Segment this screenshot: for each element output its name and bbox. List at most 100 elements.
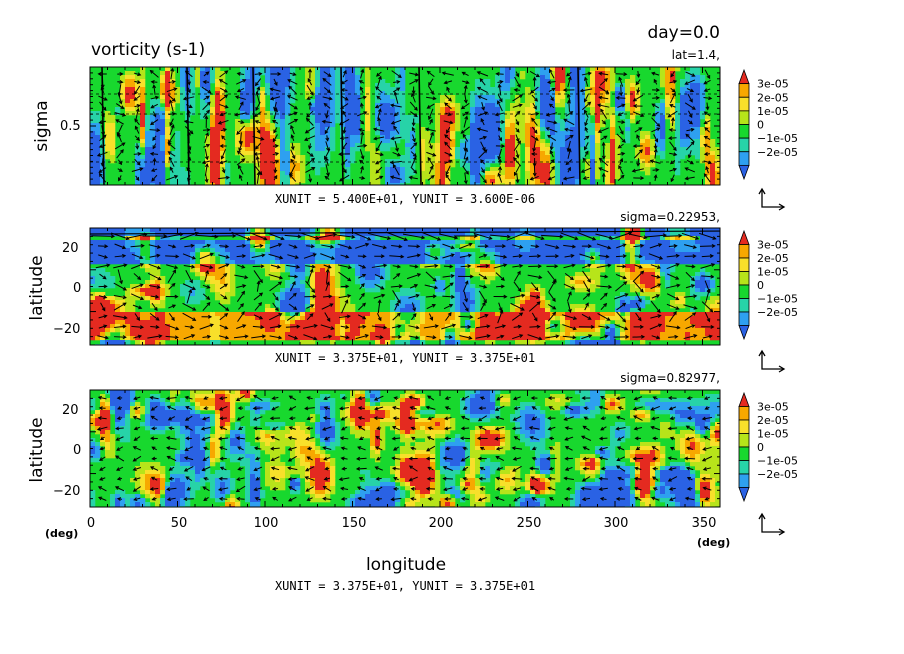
field-cell <box>660 67 666 72</box>
field-cell <box>445 115 451 120</box>
field-cell <box>665 264 671 269</box>
wind-vector-head <box>411 92 415 97</box>
wind-vector-head <box>636 134 640 139</box>
field-cell <box>380 139 386 144</box>
field-cell <box>240 228 246 233</box>
field-cell <box>310 276 316 281</box>
field-cell <box>575 99 581 104</box>
field-cell <box>310 256 316 261</box>
wind-vector <box>703 79 711 85</box>
field-cell <box>625 139 631 144</box>
field-cell <box>595 119 601 124</box>
field-cell <box>710 179 716 184</box>
wind-vector-head <box>168 156 173 161</box>
field-cell <box>435 135 441 140</box>
field-cell <box>95 244 101 249</box>
wind-vector <box>549 150 554 158</box>
field-cell <box>300 163 306 168</box>
field-cell <box>165 155 171 160</box>
field-cell <box>370 228 376 233</box>
field-cell <box>515 252 521 257</box>
wind-vector-head <box>321 119 326 124</box>
wind-vector-head <box>154 95 160 100</box>
wind-vector-head <box>427 156 432 161</box>
field-cell <box>410 256 416 261</box>
wind-vector-head <box>187 81 191 86</box>
field-cell <box>200 87 206 92</box>
field-cell <box>345 111 351 116</box>
wind-vector <box>633 94 644 102</box>
field-cell <box>605 143 611 148</box>
field-cell <box>380 123 386 128</box>
field-cell <box>705 276 711 281</box>
field-cell <box>105 115 111 120</box>
wind-vector-head <box>344 96 349 101</box>
field-cell <box>245 91 251 96</box>
wind-vector-head <box>703 143 708 148</box>
field-cell <box>90 167 96 172</box>
field-cell <box>410 115 416 120</box>
field-cell <box>355 276 361 281</box>
wind-vector-head <box>121 112 127 117</box>
field-cell <box>640 131 646 136</box>
field-cell <box>445 167 451 172</box>
wind-vector-head <box>582 157 587 162</box>
field-cell <box>565 107 571 112</box>
field-cell <box>355 75 361 80</box>
field-cell <box>560 71 566 76</box>
field-cell <box>410 171 416 176</box>
wind-vector <box>684 102 696 110</box>
field-cell <box>355 147 361 152</box>
field-cell <box>635 268 641 273</box>
field-cell <box>320 107 326 112</box>
field-cell <box>580 79 586 84</box>
field-cell <box>375 107 381 112</box>
field-cell <box>685 139 691 144</box>
field-cell <box>95 139 101 144</box>
field-cell <box>205 67 211 72</box>
field-cell <box>605 111 611 116</box>
field-cell <box>505 232 511 237</box>
field-cell <box>465 159 471 164</box>
field-cell <box>465 163 471 168</box>
field-cell <box>455 260 461 265</box>
field-cell <box>240 252 246 257</box>
field-cell <box>435 119 441 124</box>
field-cell <box>590 91 596 96</box>
field-cell <box>525 91 531 96</box>
field-cell <box>510 119 516 124</box>
field-cell <box>535 183 541 185</box>
field-cell <box>655 272 661 277</box>
field-cell <box>265 256 271 261</box>
wind-vector-head <box>136 161 141 166</box>
wind-vector-head <box>443 80 448 85</box>
field-cell <box>465 252 471 257</box>
wind-vector <box>428 108 434 120</box>
wind-vector-head <box>242 79 247 83</box>
field-cell <box>160 79 166 84</box>
field-cell <box>250 139 256 144</box>
field-cell <box>610 175 616 180</box>
wind-vector-head <box>530 152 536 156</box>
field-cell <box>260 228 266 233</box>
field-cell <box>255 252 261 257</box>
field-cell <box>285 135 291 140</box>
field-cell <box>175 167 181 172</box>
field-cell <box>300 175 306 180</box>
wind-vector <box>532 102 537 110</box>
field-cell <box>165 115 171 120</box>
field-cell <box>570 131 576 136</box>
field-cell <box>695 244 701 249</box>
field-cell <box>335 272 341 277</box>
field-cell <box>655 284 661 289</box>
wind-vector-head <box>414 72 420 77</box>
field-cell <box>435 240 441 245</box>
field-cell <box>440 167 446 172</box>
wind-vector <box>237 150 245 158</box>
field-cell <box>430 232 436 237</box>
field-cell <box>215 83 221 88</box>
wind-vector-head <box>167 151 172 155</box>
field-cell <box>110 139 116 144</box>
field-cell <box>315 103 321 108</box>
wind-vector-head <box>688 114 693 119</box>
